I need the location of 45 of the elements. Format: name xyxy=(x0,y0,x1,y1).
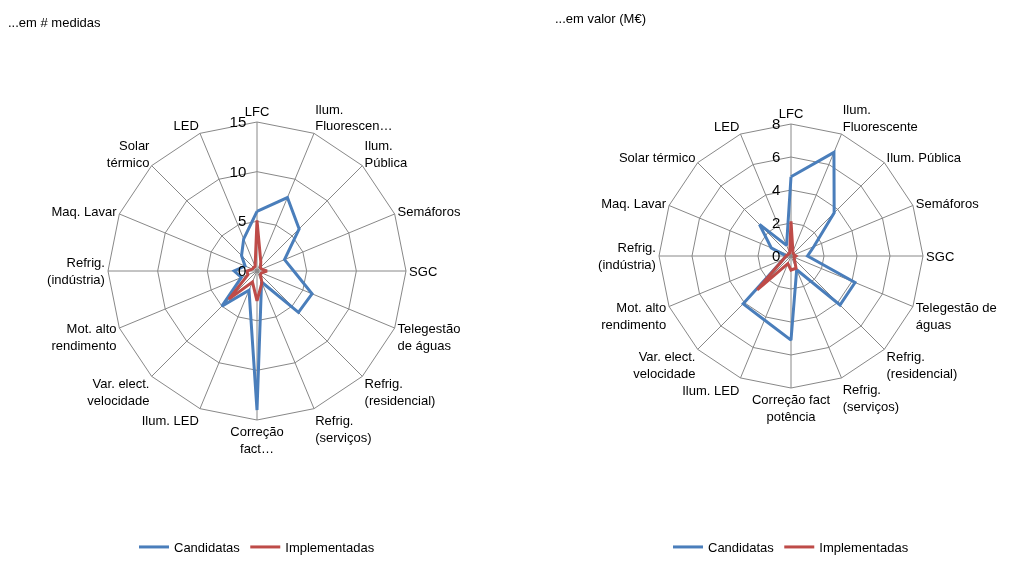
legend-label: Candidatas xyxy=(708,540,775,556)
spoke-label: Ilum. Fluorescen… xyxy=(315,101,393,134)
spoke-label: Ilum. LED xyxy=(141,413,199,429)
spoke-label: Refrig. (serviços) xyxy=(842,381,900,414)
spoke-label: Correção fact… xyxy=(230,424,284,456)
legend-label: Implementadas xyxy=(819,540,909,556)
spoke-label: Ilum. Fluorescente xyxy=(842,102,918,135)
spoke-label: Refrig. (residencial) xyxy=(886,349,958,382)
spoke-label: Ilum. Pública xyxy=(886,149,962,165)
spoke-label: Mot. alto rendimento xyxy=(601,299,667,332)
y-tick-label: 10 xyxy=(229,162,247,180)
chart-title: ...em valor (M€) xyxy=(555,10,647,26)
spoke-label: LED xyxy=(714,118,740,134)
spoke-label: Refrig. (indústria) xyxy=(47,255,105,287)
y-tick-label: 5 xyxy=(237,212,247,230)
spoke-label: Var. elect. velocidade xyxy=(633,349,696,382)
legend-label: Candidatas xyxy=(174,540,241,556)
y-tick-label: 4 xyxy=(771,180,781,198)
spoke-label: Semáforos xyxy=(915,195,980,211)
y-tick-label: 8 xyxy=(771,114,781,132)
y-tick-label: 2 xyxy=(771,213,781,231)
spoke-label: Telegestão de águas xyxy=(397,321,461,354)
spoke-label: Maq. Lavar xyxy=(601,195,667,211)
spoke-label: Telegestão de águas xyxy=(915,299,997,332)
spoke-label: LFC xyxy=(244,104,270,120)
spoke-label: Correção fact potência xyxy=(751,392,831,424)
spoke-label: SGC xyxy=(409,263,438,279)
spoke-label: LED xyxy=(173,117,199,133)
spoke-label: SGC xyxy=(926,248,955,264)
spoke-label: Semáforos xyxy=(397,204,461,219)
spoke-label: Var. elect. velocidade xyxy=(87,376,150,409)
y-tick-label: 0 xyxy=(771,246,781,264)
spoke-label: Maq. Lavar xyxy=(51,204,118,219)
spoke-label: Ilum. LED xyxy=(682,382,740,398)
legend-label: Implementadas xyxy=(285,540,375,556)
y-tick-label: 6 xyxy=(771,147,781,165)
spoke-label: Refrig. (serviços) xyxy=(315,412,372,445)
spoke-label: Ilum. Pública xyxy=(364,138,408,171)
spoke-label: Mot. alto rendimento xyxy=(51,321,117,354)
y-tick-label: 15 xyxy=(229,112,247,130)
spoke-label: Solar térmico xyxy=(618,149,696,165)
chart-title: ...em # medidas xyxy=(8,14,101,30)
spoke-label: Refrig. (residencial) xyxy=(364,376,436,409)
spoke-label: Solar térmico xyxy=(106,138,151,171)
spoke-label: Refrig. (indústria) xyxy=(598,240,656,272)
